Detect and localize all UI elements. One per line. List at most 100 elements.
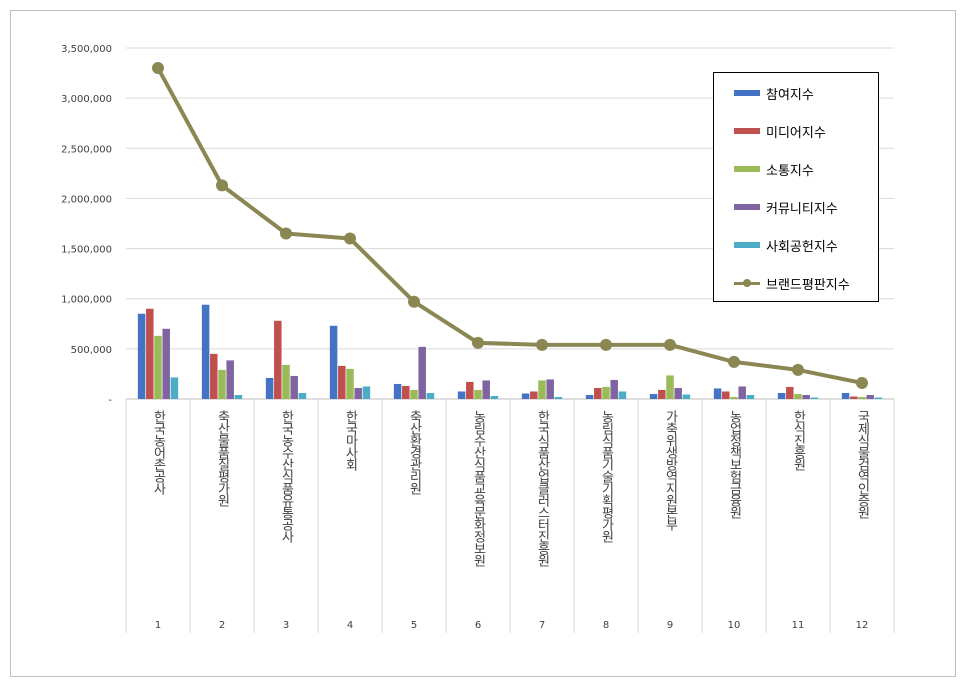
brand-index-point [408,295,420,308]
legend-label: 소통지수 [766,163,814,179]
legend-swatch [734,90,760,96]
bar [666,375,674,399]
bar [329,325,338,399]
brand-index-point [472,336,484,349]
legend-label: 브랜드평판지수 [766,277,850,293]
x-tick-label: 가축위생방역지원본부 [663,410,678,531]
brand-index-point [280,227,292,240]
legend-swatch [734,204,760,210]
brand-index-point [792,363,804,376]
bar [521,393,530,399]
legend-item: 소통지수 [734,159,814,179]
x-tick-label: 한국식품산업클러스터진흥원 [535,410,550,567]
bar [802,394,810,399]
x-tick-label: 축산물품질평가원 [215,410,230,507]
bar [794,393,802,399]
brand-index-point [344,232,356,245]
x-tick-label: 국제식물검역인증원 [855,410,870,519]
legend-line-swatch [734,279,760,287]
bar [594,387,602,399]
rank-label: 4 [347,620,353,631]
bar [874,397,883,399]
legend-swatch [734,128,760,134]
bar [418,346,426,399]
brand-index-point [152,62,164,75]
legend-label: 참여지수 [766,87,814,103]
rank-label: 11 [792,620,805,631]
bar [777,392,786,399]
bar [554,396,563,399]
legend-label: 미디어지수 [766,125,826,141]
bar [618,391,627,399]
bar [538,380,546,399]
bar [850,396,858,399]
bar [722,391,730,399]
bar [602,386,610,399]
legend-swatch [734,242,760,248]
brand-index-point [664,338,676,351]
brand-index-point [856,376,868,389]
bar [274,320,282,399]
legend-swatch [734,166,760,172]
brand-index-point [728,355,740,368]
y-tick-label: 1,500,000 [61,245,112,256]
rank-label: 12 [856,620,869,631]
bar [858,396,866,399]
y-tick-label: 2,000,000 [61,194,112,205]
x-tick-label: 농업정책보험금융원 [727,410,742,519]
bar [170,377,179,399]
brand-index-point [216,179,228,192]
bar [738,386,746,399]
bar [234,394,243,399]
bar [866,394,874,399]
bar [658,389,666,399]
brand-index-point [600,338,612,351]
x-tick-label: 한국마사회 [343,410,358,471]
legend-label: 사회공헌지수 [766,239,838,255]
bar [730,396,738,399]
y-tick-label: 3,000,000 [61,94,112,105]
bar [841,392,850,399]
bar [146,308,154,399]
bar [210,353,218,399]
bar [154,335,162,399]
bar [490,395,499,399]
bar [338,365,346,399]
chart-frame [10,10,956,677]
bar [290,375,298,399]
bar [746,394,755,399]
bar [201,304,210,399]
x-tick-label: 축산환경관리원 [407,410,422,495]
bar [585,394,594,399]
bar [674,387,682,399]
bar [354,387,362,399]
bar [265,377,274,399]
bar [426,392,435,399]
rank-label: 3 [283,620,289,631]
bar [474,389,482,399]
bar [810,397,819,399]
x-tick-label: 한국농수산식품유통공사 [279,410,294,543]
legend-item: 커뮤니티지수 [734,197,838,217]
x-tick-label: 한국농어촌공사 [151,410,166,495]
bar [410,389,418,399]
y-tick-label: 1,000,000 [61,295,112,306]
bar [298,392,307,399]
rank-label: 8 [603,620,609,631]
legend: 참여지수 미디어지수 소통지수 커뮤니티지수 사회공헌지수 브랜드평판지수 [713,72,879,302]
bar [218,369,226,399]
bar [610,379,618,399]
legend-item: 미디어지수 [734,121,826,141]
rank-label: 5 [411,620,417,631]
legend-label: 커뮤니티지수 [766,201,838,217]
bar [530,391,538,399]
bar [402,385,410,399]
y-tick-label: 500,000 [71,345,112,356]
bar [346,368,354,399]
rank-label: 6 [475,620,481,631]
bar [649,393,658,399]
bar [546,379,554,399]
rank-label: 10 [728,620,741,631]
bar [682,394,691,399]
